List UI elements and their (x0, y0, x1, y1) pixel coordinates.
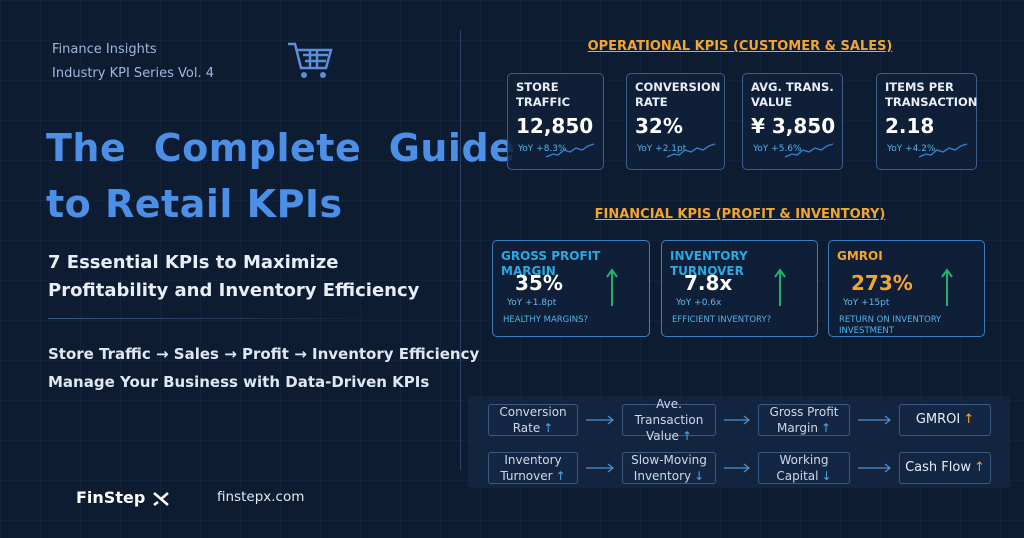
flow-connector (586, 415, 614, 425)
flow-arrow: ↑ (681, 429, 692, 443)
kpi-change: YoY +2.1pt (637, 144, 687, 154)
flow-box: Inventory Turnover ↑ (488, 452, 578, 484)
kpi-note: HEALTHY MARGINS? (503, 315, 589, 325)
trend-arrow (941, 268, 953, 306)
kpi-card: GROSS PROFIT MARGIN 35% YoY +1.8pt HEALTHY … (492, 240, 650, 337)
flow-box: Slow-Moving Inventory ↓ (622, 452, 716, 484)
flow-arrow: ↑ (543, 421, 554, 435)
flow-text-wrap: Gross Profit Margin ↑ (759, 404, 849, 436)
kpi-label: GMROI (837, 249, 883, 263)
kpi-label: ITEMS PER TRANSACTION (885, 80, 978, 109)
flow-box: Ave. Transaction Value ↑ (622, 397, 716, 443)
kpi-change: YoY +15pt (843, 298, 890, 308)
flow-arrow: ↑ (973, 460, 985, 475)
separator (48, 318, 388, 319)
kpi-label: CONVERSION RATE (635, 80, 721, 109)
flow-text-wrap: Conversion Rate ↑ (489, 404, 577, 436)
flow-arrow: ↑ (820, 421, 832, 435)
flow-label: Slow-Moving Inventory (631, 453, 707, 483)
flow-label: Conversion Rate (499, 405, 567, 435)
title-line: to Retail KPIs (46, 182, 343, 226)
flow-text-wrap: GMROI ↑ (916, 412, 974, 428)
kpi-label: AVG. TRANS. VALUE (751, 80, 834, 109)
kpi-value: 273% (851, 271, 913, 295)
flow-box: Conversion Rate ↑ (488, 404, 578, 436)
kpi-value: ¥ 3,850 (751, 114, 836, 138)
flow-label: Ave. Transaction Value (634, 397, 704, 443)
kpi-value: 32% (635, 114, 683, 138)
brand-logo (153, 492, 169, 506)
tagline: Manage Your Business with Data-Driven KP… (48, 373, 430, 391)
kpi-label: GROSS PROFIT MARGIN (501, 249, 601, 278)
flow-connector (724, 415, 750, 425)
flow-arrow: ↑ (963, 412, 975, 427)
flow-connector (586, 463, 614, 473)
kpi-value: 7.8x (684, 271, 733, 295)
brand-url: finstepx.com (217, 489, 305, 505)
flow-text-wrap: Working Capital ↓ (759, 452, 849, 484)
title-line: The Complete Guide (46, 126, 516, 170)
flow-box: Gross Profit Margin ↑ (758, 404, 850, 436)
sparkline (545, 143, 595, 158)
flow-connector (724, 463, 750, 473)
tagline: Store Traffic → Sales → Profit → Invento… (48, 345, 480, 363)
flow-box: Cash Flow ↑ (899, 452, 991, 484)
flow-connector (858, 463, 891, 473)
trend-arrow (774, 268, 786, 306)
flow-text-wrap: Inventory Turnover ↑ (489, 452, 577, 484)
flow-label: Working Capital (776, 453, 829, 483)
kpi-card: GMROI 273% YoY +15pt RETURN ON INVENTORY IN… (828, 240, 985, 337)
flow-label: Gross Profit Margin (769, 405, 839, 435)
kpi-note: EFFICIENT INVENTORY? (672, 315, 772, 325)
kpi-change: YoY +8.3% (518, 144, 567, 154)
kpi-value: 35% (515, 271, 563, 295)
flow-arrow: ↑ (555, 469, 566, 483)
kpi-card: STORE TRAFFIC 12,850 YoY +8.3% (507, 73, 604, 170)
section-heading: OPERATIONAL KPIS (CUSTOMER & SALES) (587, 39, 893, 54)
kpi-change: YoY +1.8pt (507, 298, 557, 308)
subtitle-line: 7 Essential KPIs to Maximize (48, 252, 339, 273)
flow-arrow: ↓ (821, 469, 832, 483)
flow-text-wrap: Ave. Transaction Value ↑ (623, 396, 715, 444)
brand-name: FinStep (76, 488, 146, 507)
flow-label: Inventory Turnover (500, 453, 562, 483)
kpi-card: INVENTORY TURNOVER 7.8x YoY +0.6x EFFICIENT… (661, 240, 818, 337)
subtitle-line: Profitability and Inventory Efficiency (48, 280, 420, 301)
kpi-label: INVENTORY TURNOVER (670, 249, 748, 278)
flow-label: GMROI (915, 412, 961, 427)
cart-icon (288, 42, 333, 78)
flow-arrow: ↓ (694, 469, 705, 483)
kpi-change: YoY +5.6% (753, 144, 802, 154)
series-volume: Industry KPI Series Vol. 4 (52, 66, 215, 81)
kpi-value: 12,850 (516, 114, 594, 138)
flow-connector (858, 415, 891, 425)
sparkline (918, 143, 968, 158)
sparkline (666, 143, 716, 158)
trend-arrow (606, 268, 618, 306)
flow-box: GMROI ↑ (899, 404, 991, 436)
kpi-change: YoY +4.2% (887, 144, 936, 154)
kpi-card: AVG. TRANS. VALUE ¥ 3,850 YoY +5.6% (742, 73, 843, 170)
sparkline (784, 143, 834, 158)
section-heading: FINANCIAL KPIS (PROFIT & INVENTORY) (594, 207, 886, 222)
flow-box: Working Capital ↓ (758, 452, 850, 484)
flow-text-wrap: Slow-Moving Inventory ↓ (623, 452, 715, 484)
flow-text-wrap: Cash Flow ↑ (905, 460, 985, 476)
divider (460, 30, 461, 470)
flow-label: Cash Flow (905, 460, 971, 475)
kpi-change: YoY +0.6x (676, 298, 722, 308)
kpi-card: CONVERSION RATE 32% YoY +2.1pt (626, 73, 725, 170)
kpi-value: 2.18 (885, 114, 935, 138)
kpi-note: RETURN ON INVENTORY INVESTMENT (839, 315, 942, 336)
kpi-label: STORE TRAFFIC (516, 80, 571, 109)
kpi-card: ITEMS PER TRANSACTION 2.18 YoY +4.2% (876, 73, 977, 170)
series-name: Finance Insights (52, 42, 157, 57)
